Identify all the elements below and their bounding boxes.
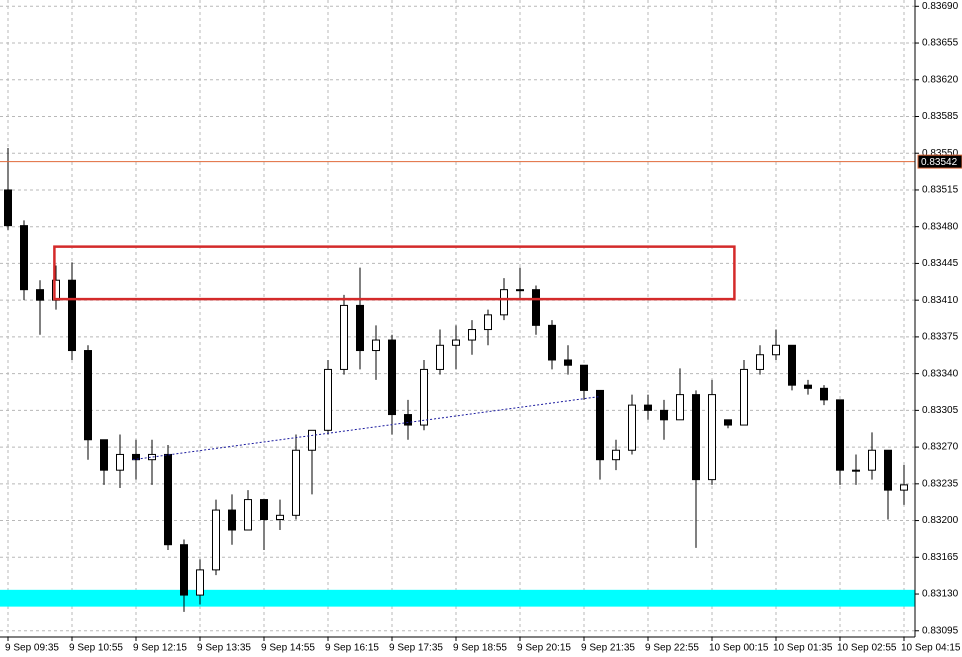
x-tick-label: 9 Sep 09:35 bbox=[5, 643, 59, 654]
x-tick-label: 9 Sep 10:55 bbox=[69, 643, 123, 654]
x-tick-label: 9 Sep 13:35 bbox=[197, 643, 251, 654]
candle-body bbox=[132, 453, 140, 461]
plot-area bbox=[0, 0, 915, 637]
candle-body bbox=[756, 354, 764, 370]
candle-body bbox=[148, 453, 156, 461]
candle-body bbox=[788, 344, 796, 386]
candle-body bbox=[500, 289, 508, 316]
candle-body bbox=[324, 368, 332, 431]
x-tick-label: 9 Sep 16:15 bbox=[325, 643, 379, 654]
candle-body bbox=[612, 449, 620, 461]
x-tick-label: 9 Sep 14:55 bbox=[261, 643, 315, 654]
candle-body bbox=[596, 389, 604, 461]
candle-body bbox=[580, 364, 588, 391]
x-tick-label: 10 Sep 00:15 bbox=[709, 643, 769, 654]
candle-body bbox=[820, 387, 828, 401]
candle-body bbox=[804, 384, 812, 389]
candle-body bbox=[308, 429, 316, 451]
y-tick-label: 0.83375 bbox=[922, 332, 959, 343]
candle-body bbox=[292, 449, 300, 516]
candle-body bbox=[164, 453, 172, 546]
y-tick-label: 0.83445 bbox=[922, 258, 959, 269]
x-tick-label: 10 Sep 04:15 bbox=[901, 643, 961, 654]
x-tick-label: 9 Sep 18:55 bbox=[453, 643, 507, 654]
trendline bbox=[132, 396, 599, 461]
candle-body bbox=[436, 344, 444, 370]
candle-body bbox=[468, 329, 476, 341]
x-tick-label: 9 Sep 22:55 bbox=[645, 643, 699, 654]
candle-body bbox=[420, 368, 428, 426]
candle-body bbox=[372, 339, 380, 352]
y-tick-label: 0.83410 bbox=[922, 295, 959, 306]
y-tick-label: 0.83690 bbox=[922, 1, 959, 12]
x-tick-label: 9 Sep 21:35 bbox=[581, 643, 635, 654]
candle-body bbox=[516, 289, 524, 292]
y-tick-label: 0.83270 bbox=[922, 442, 959, 453]
candle-body bbox=[660, 409, 668, 421]
candle-body bbox=[868, 449, 876, 471]
candle-body bbox=[68, 279, 76, 352]
candle-body bbox=[452, 339, 460, 346]
candle-body bbox=[548, 324, 556, 361]
candle-body bbox=[212, 509, 220, 571]
candle-body bbox=[836, 399, 844, 471]
x-tick-label: 9 Sep 20:15 bbox=[517, 643, 571, 654]
candle-body bbox=[340, 304, 348, 370]
candle-body bbox=[180, 544, 188, 596]
candle-body bbox=[724, 419, 732, 426]
candle-body bbox=[628, 404, 636, 451]
candle-body bbox=[20, 225, 28, 291]
candle-body bbox=[84, 350, 92, 441]
y-tick-label: 0.83305 bbox=[922, 405, 959, 416]
candle-body bbox=[276, 514, 284, 521]
y-tick-label: 0.83095 bbox=[922, 625, 959, 636]
candle-body bbox=[900, 484, 908, 491]
y-tick-label: 0.83620 bbox=[922, 74, 959, 85]
y-tick-label: 0.83235 bbox=[922, 478, 959, 489]
candle-body bbox=[564, 359, 572, 366]
y-tick-label: 0.83165 bbox=[922, 552, 959, 563]
y-tick-label: 0.83340 bbox=[922, 368, 959, 379]
candle-body bbox=[852, 469, 860, 472]
candle-body bbox=[196, 569, 204, 596]
y-tick-label: 0.83515 bbox=[922, 185, 959, 196]
y-tick-label: 0.83480 bbox=[922, 221, 959, 232]
candle-body bbox=[740, 368, 748, 426]
y-tick-label: 0.83200 bbox=[922, 515, 959, 526]
candle-body bbox=[884, 449, 892, 491]
x-tick-label: 10 Sep 02:55 bbox=[837, 643, 897, 654]
candle-body bbox=[484, 314, 492, 331]
x-tick-label: 9 Sep 17:35 bbox=[389, 643, 443, 654]
candle-body bbox=[692, 394, 700, 481]
candle-body bbox=[260, 499, 268, 521]
candle-body bbox=[772, 344, 780, 356]
price-label: 0.83542 bbox=[921, 157, 958, 168]
candle-body bbox=[116, 453, 124, 471]
candle-body bbox=[388, 339, 396, 416]
y-tick-label: 0.83585 bbox=[922, 111, 959, 122]
price-label-box bbox=[917, 154, 962, 169]
y-tick-label: 0.83130 bbox=[922, 589, 959, 600]
support-zone bbox=[0, 589, 915, 607]
candle-body bbox=[532, 289, 540, 326]
candle-body bbox=[4, 189, 12, 227]
candle-body bbox=[244, 499, 252, 531]
candle-body bbox=[708, 394, 716, 481]
candle-body bbox=[644, 404, 652, 411]
candle-body bbox=[36, 289, 44, 301]
annotation-rectangle bbox=[53, 245, 736, 301]
candle-body bbox=[676, 394, 684, 421]
candle-body bbox=[356, 304, 364, 352]
x-tick-label: 10 Sep 01:35 bbox=[773, 643, 833, 654]
candle-body bbox=[100, 439, 108, 471]
y-tick-label: 0.83550 bbox=[922, 148, 959, 159]
y-tick-label: 0.83655 bbox=[922, 38, 959, 49]
candle-body bbox=[404, 414, 412, 426]
candle-body bbox=[228, 509, 236, 531]
x-tick-label: 9 Sep 12:15 bbox=[133, 643, 187, 654]
